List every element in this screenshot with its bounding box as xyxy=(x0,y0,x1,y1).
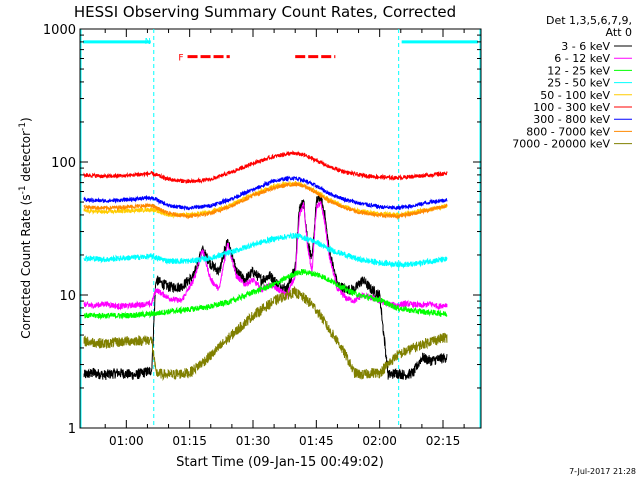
y-tick-label: 1000 xyxy=(43,23,76,38)
y-axis-label-end: ) xyxy=(19,117,33,122)
chart-title: HESSI Observing Summary Count Rates, Cor… xyxy=(74,3,456,21)
flare-label: F xyxy=(178,54,183,64)
plot-border xyxy=(79,28,482,429)
y-tick-label: 10 xyxy=(59,289,76,304)
series-line xyxy=(83,269,448,321)
series-line xyxy=(83,150,448,184)
y-axis-label: Corrected Count Rate (s-1 detector-1) xyxy=(18,117,33,338)
x-tick-label: 01:00 xyxy=(109,434,144,448)
y-axis-label-sup1: -1 xyxy=(18,185,28,194)
x-tick-label: 01:15 xyxy=(172,434,207,448)
series-line xyxy=(83,180,448,219)
y-tick-label: 1 xyxy=(68,422,76,437)
legend-header-det: Det 1,3,5,6,7,9, xyxy=(546,14,632,27)
legend-entry-label: 25 - 50 keV xyxy=(547,77,610,90)
y-tick-label: 100 xyxy=(51,156,76,171)
series-group xyxy=(83,150,448,382)
legend-entry-label: 12 - 25 keV xyxy=(547,64,610,77)
x-tick-label: 02:15 xyxy=(426,434,461,448)
x-tick-label: 02:00 xyxy=(362,434,397,448)
x-tick-label: 01:45 xyxy=(299,434,334,448)
y-axis-label-sup2: -1 xyxy=(18,122,28,131)
legend-entry-label: 100 - 300 keV xyxy=(533,101,610,114)
legend-entry-label: 300 - 800 keV xyxy=(533,113,610,126)
legend-entry-label: 3 - 6 keV xyxy=(561,40,610,53)
legend-entry-label: 800 - 7000 keV xyxy=(526,125,610,138)
series-line xyxy=(83,175,448,211)
x-axis-label: Start Time (09-Jan-15 00:49:02) xyxy=(176,455,384,470)
y-axis-label-main: Corrected Count Rate (s xyxy=(19,194,33,338)
x-tick-label: 01:30 xyxy=(236,434,271,448)
legend-entry-label: 6 - 12 keV xyxy=(554,52,610,65)
night-label: N xyxy=(145,37,151,46)
series-layer xyxy=(83,150,448,382)
footer-date: 7-Jul-2017 21:28 xyxy=(569,467,636,476)
y-axis-label-mid: detector xyxy=(19,131,33,186)
flare-intervals: F xyxy=(178,54,336,64)
series-line xyxy=(83,181,448,221)
series-line xyxy=(83,285,448,382)
series-line xyxy=(83,231,448,269)
legend-entry-label: 7000 - 20000 keV xyxy=(512,138,610,151)
legend-header-att: Att 0 xyxy=(606,26,632,39)
axes: 01:00 01:15 01:30 01:45 02:00 02:15 1 10 100 1000 xyxy=(43,23,481,448)
legend-entry-label: 50 - 100 keV xyxy=(540,89,610,102)
night-intervals: N xyxy=(80,29,481,428)
plot-frame xyxy=(79,28,482,429)
